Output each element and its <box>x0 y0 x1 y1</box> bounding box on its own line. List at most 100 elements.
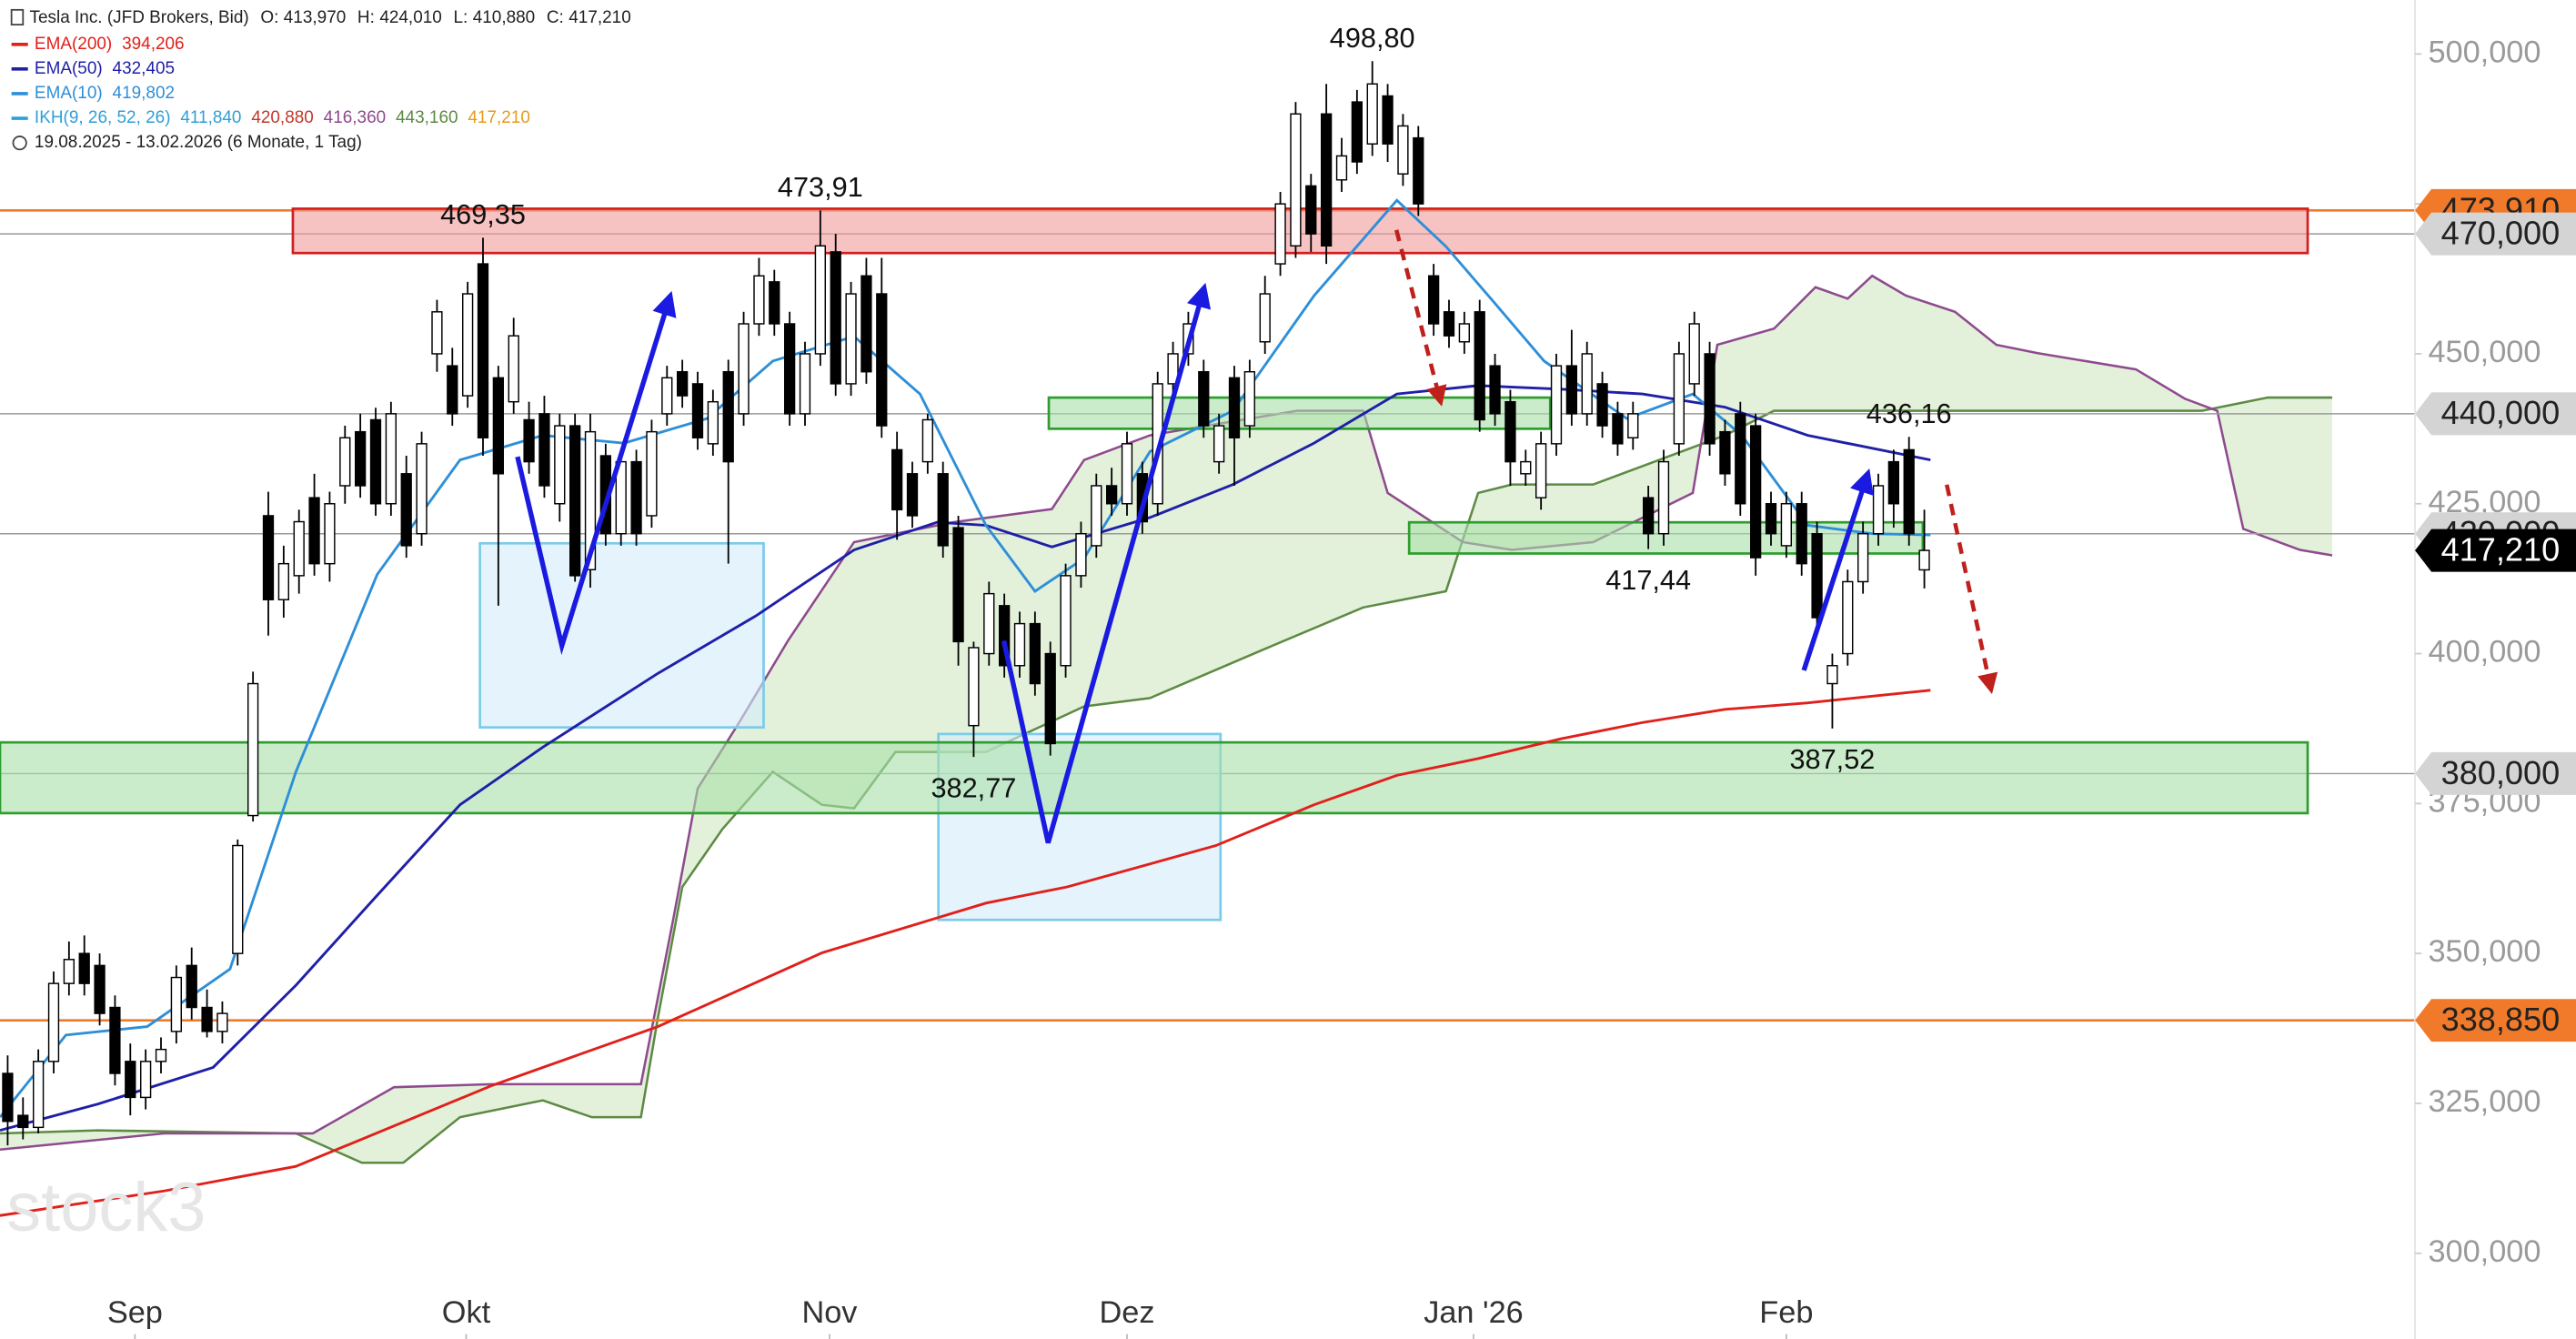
candle-body <box>738 323 750 415</box>
candle-body <box>1106 485 1118 505</box>
legend-name: EMA(200) <box>35 35 112 54</box>
zone <box>478 541 765 730</box>
candle-body <box>1826 665 1838 685</box>
candle-body <box>1903 448 1915 535</box>
candle-body <box>983 592 995 655</box>
candle-body <box>293 520 305 577</box>
candle-body <box>1750 425 1762 559</box>
legend-icon <box>10 8 25 25</box>
candle-body <box>1811 532 1823 619</box>
candle-body <box>94 964 106 1014</box>
quote-name: C: <box>547 8 564 27</box>
legend: Tesla Inc. (JFD Brokers, Bid) O: 413,970 H:… <box>10 8 631 152</box>
candle-body <box>1075 532 1087 577</box>
candle-body <box>262 515 275 600</box>
candle-body <box>63 959 75 984</box>
price-annotation: 469,35 <box>440 198 526 230</box>
candle-body <box>691 383 704 438</box>
candle-body <box>799 353 811 415</box>
candle-body <box>968 647 980 727</box>
quote-value: 417,210 <box>569 8 631 27</box>
hand-arrow <box>1001 282 1212 844</box>
price-tag <box>2415 999 2576 1042</box>
candle-body <box>1918 549 1930 571</box>
legend-value: 416,360 <box>324 108 387 127</box>
candle-body <box>339 437 351 487</box>
candle-body <box>140 1061 152 1099</box>
candle-body <box>78 952 90 984</box>
hand-arrow <box>1945 484 1998 694</box>
candle-body <box>1780 503 1792 547</box>
candle-body <box>47 982 60 1062</box>
axes: 300,000325,000350,000375,000400,000425,0… <box>107 35 2541 1339</box>
candle-body <box>1013 622 1026 667</box>
period: 19.08.2025 - 13.02.2026 (6 Monate, 1 Tag… <box>35 133 362 152</box>
zone <box>0 740 2309 815</box>
price-annotation: 387,52 <box>1789 743 1875 775</box>
candle-body <box>355 430 367 487</box>
candle-body <box>492 377 504 475</box>
candle-body <box>891 448 903 511</box>
zone <box>1407 520 1925 555</box>
x-tick-label: Dez <box>1100 1295 1155 1330</box>
candle-body <box>538 413 550 487</box>
candle-body <box>477 263 489 438</box>
candle-body <box>1029 622 1041 685</box>
candle-body <box>1274 203 1286 265</box>
candle-body <box>1535 443 1547 498</box>
candle-body <box>308 497 320 565</box>
legend-value: 394,206 <box>122 35 185 54</box>
legend-value: 420,880 <box>251 108 314 127</box>
candle-body <box>385 413 397 505</box>
candle-body <box>232 844 244 954</box>
legend-value: 419,802 <box>113 84 176 103</box>
quote-name: L: <box>453 8 468 27</box>
candle-body <box>707 400 719 445</box>
candle-body <box>247 682 259 817</box>
candle-body <box>1198 371 1210 427</box>
candle-body <box>416 443 428 535</box>
candle-body <box>1321 113 1333 247</box>
candle-body <box>1704 353 1716 445</box>
candle-body <box>1565 365 1577 415</box>
y-tick-label: 325,000 <box>2428 1084 2541 1119</box>
candle-body <box>186 964 197 1009</box>
overlay: 473,910338,850420,000470,000440,000380,0… <box>10 8 2576 1042</box>
candle-body <box>400 473 412 547</box>
x-tick-label: Nov <box>801 1295 858 1330</box>
hand-arrow <box>1801 468 1874 671</box>
candle-body <box>1550 365 1563 445</box>
quote-value: 413,970 <box>284 8 347 27</box>
candle-body <box>1228 377 1241 438</box>
candle-body <box>109 1006 121 1074</box>
candle-body <box>1213 425 1225 463</box>
price-tag-label: 417,210 <box>2441 530 2561 568</box>
candle-body <box>999 605 1011 667</box>
price-tag <box>2415 751 2576 795</box>
candle-body <box>646 430 658 517</box>
price-tag-label: 380,000 <box>2441 754 2561 791</box>
candle-body <box>753 275 765 325</box>
price-annotation: 436,16 <box>1867 398 1952 429</box>
candle-body <box>33 1061 45 1129</box>
candle-body <box>769 281 780 325</box>
x-tick-label: Sep <box>107 1295 163 1330</box>
candle-body <box>1121 443 1133 505</box>
candle-body <box>1366 83 1378 145</box>
candle-body <box>1520 460 1532 475</box>
y-tick-label: 300,000 <box>2428 1234 2541 1269</box>
y-tick-label: 400,000 <box>2428 635 2541 670</box>
candle-body <box>1443 311 1455 337</box>
candle-body <box>1335 155 1348 181</box>
candle-body <box>1842 580 1854 655</box>
candle-body <box>722 371 734 463</box>
price-tag-label: 338,850 <box>2441 1001 2561 1038</box>
candle-body <box>1351 101 1363 163</box>
ichimoku-cloud <box>0 276 2332 1163</box>
legend-entry: EMA(50) 432,405 <box>35 59 175 78</box>
candle-body <box>1474 311 1485 421</box>
legend-value: 443,160 <box>396 108 458 127</box>
candle-body <box>447 365 458 415</box>
legend-value: 417,210 <box>468 108 530 127</box>
candle-body <box>584 430 597 570</box>
